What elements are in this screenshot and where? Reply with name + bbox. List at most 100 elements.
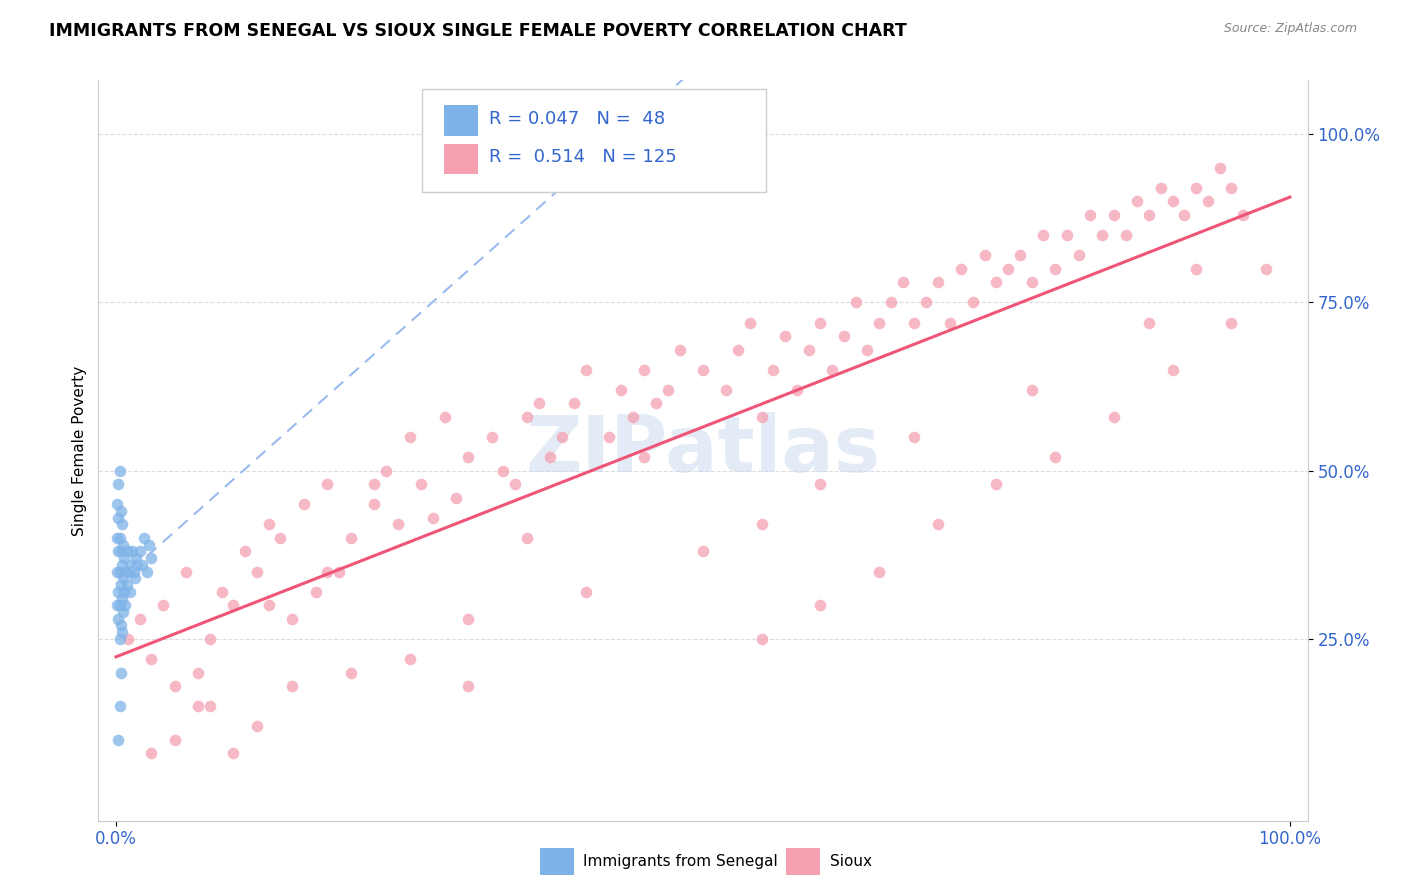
Point	[1126, 194, 1149, 209]
Point	[257, 517, 280, 532]
Point	[856, 343, 879, 357]
Point	[316, 477, 339, 491]
Point	[257, 599, 280, 613]
Point	[117, 632, 139, 646]
Point	[1208, 161, 1230, 175]
Point	[112, 551, 135, 566]
Point	[108, 565, 131, 579]
Point	[915, 295, 938, 310]
Text: R = 0.047   N =  48: R = 0.047 N = 48	[489, 110, 665, 128]
Point	[411, 477, 433, 491]
Point	[738, 316, 761, 330]
Point	[118, 565, 141, 579]
Point	[808, 316, 831, 330]
Point	[108, 464, 131, 478]
Point	[868, 565, 890, 579]
Point	[422, 510, 444, 524]
Point	[152, 599, 174, 613]
Point	[598, 430, 620, 444]
Point	[1161, 362, 1184, 376]
Text: Immigrants from Senegal: Immigrants from Senegal	[583, 855, 779, 869]
Point	[433, 409, 456, 424]
Text: R =  0.514   N = 125: R = 0.514 N = 125	[489, 148, 678, 166]
Point	[1080, 208, 1102, 222]
Point	[122, 565, 145, 579]
Point	[105, 599, 128, 613]
Point	[131, 558, 153, 572]
Point	[891, 275, 914, 289]
Point	[927, 275, 949, 289]
Point	[516, 531, 538, 545]
Point	[1008, 248, 1031, 262]
Point	[773, 329, 796, 343]
Point	[527, 396, 550, 410]
Point	[1150, 181, 1173, 195]
Point	[633, 450, 655, 465]
Point	[107, 584, 129, 599]
Point	[1021, 275, 1043, 289]
Point	[1161, 194, 1184, 209]
Point	[551, 430, 574, 444]
Point	[107, 732, 129, 747]
Point	[328, 565, 350, 579]
Point	[457, 679, 479, 693]
Point	[114, 599, 136, 613]
Point	[128, 544, 150, 558]
Point	[111, 558, 134, 572]
Point	[727, 343, 749, 357]
Point	[398, 430, 420, 444]
Point	[141, 551, 163, 566]
Point	[114, 565, 136, 579]
Point	[751, 632, 773, 646]
Point	[111, 517, 134, 532]
Point	[120, 558, 142, 572]
Point	[1185, 261, 1208, 276]
Point	[1137, 208, 1160, 222]
Point	[692, 544, 714, 558]
Point	[105, 565, 128, 579]
Point	[141, 747, 163, 761]
Point	[716, 383, 738, 397]
Point	[125, 551, 148, 566]
Point	[1056, 228, 1078, 243]
Point	[868, 316, 890, 330]
Point	[141, 652, 163, 666]
Point	[107, 510, 129, 524]
Text: Source: ZipAtlas.com: Source: ZipAtlas.com	[1223, 22, 1357, 36]
Point	[562, 396, 585, 410]
Point	[997, 261, 1019, 276]
Point	[112, 584, 135, 599]
Point	[112, 605, 135, 619]
Point	[668, 343, 690, 357]
Point	[121, 544, 143, 558]
Point	[938, 316, 960, 330]
Point	[1232, 208, 1254, 222]
Point	[575, 584, 598, 599]
Point	[1173, 208, 1195, 222]
Point	[492, 464, 515, 478]
Point	[112, 538, 135, 552]
Point	[107, 612, 129, 626]
Point	[187, 699, 209, 714]
Point	[786, 383, 808, 397]
Point	[398, 652, 420, 666]
Point	[1220, 181, 1243, 195]
Point	[128, 612, 150, 626]
Point	[1137, 316, 1160, 330]
Point	[516, 409, 538, 424]
Point	[281, 679, 304, 693]
Point	[903, 430, 925, 444]
Point	[457, 612, 479, 626]
Point	[1043, 261, 1066, 276]
Point	[115, 578, 138, 592]
Point	[1032, 228, 1054, 243]
Point	[127, 558, 149, 572]
Point	[246, 565, 269, 579]
Point	[538, 450, 561, 465]
Point	[1067, 248, 1090, 262]
Point	[363, 497, 385, 511]
Point	[211, 584, 233, 599]
Point	[110, 544, 132, 558]
Point	[692, 362, 714, 376]
Point	[222, 599, 245, 613]
